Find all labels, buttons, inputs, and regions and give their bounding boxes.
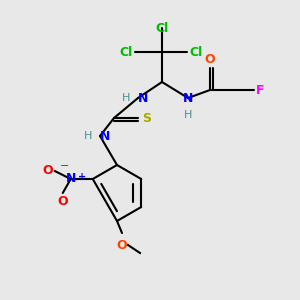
Text: −: − (60, 161, 69, 171)
Text: F: F (256, 83, 265, 97)
Text: H: H (122, 93, 130, 103)
Text: O: O (205, 53, 215, 66)
Text: N: N (100, 130, 110, 142)
Text: O: O (42, 164, 53, 178)
Text: N: N (66, 172, 76, 185)
Text: N: N (138, 92, 148, 104)
Text: Cl: Cl (189, 46, 202, 59)
Text: S: S (142, 112, 151, 124)
Text: N: N (183, 92, 193, 104)
Text: Cl: Cl (120, 46, 133, 59)
Text: O: O (57, 195, 68, 208)
Text: Cl: Cl (155, 22, 169, 34)
Text: +: + (78, 172, 86, 182)
Text: O: O (117, 239, 127, 252)
Text: H: H (84, 131, 92, 141)
Text: H: H (184, 110, 192, 120)
